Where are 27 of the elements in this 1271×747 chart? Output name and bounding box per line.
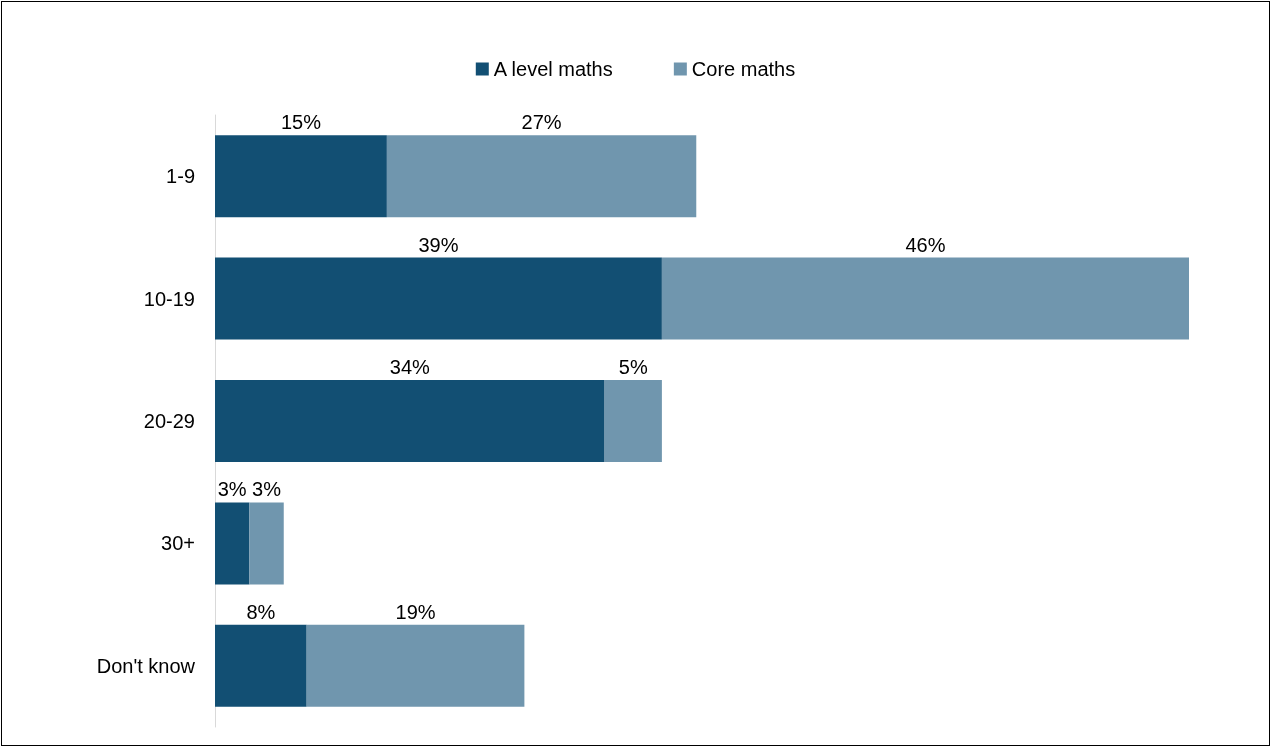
bar [215,624,307,707]
data-label: 8% [246,600,276,623]
bar [306,624,525,707]
data-label: 3% [217,478,247,501]
y-tick-label: 10-19 [143,287,195,310]
y-tick-label: 1-9 [166,165,195,188]
data-label: 15% [280,111,322,134]
data-label: 39% [418,233,459,256]
data-label: 5% [618,356,648,378]
data-label: 34% [389,356,431,378]
y-tick-label: 20-29 [143,410,195,432]
bar [249,502,284,585]
bar [215,380,605,462]
data-label: 3% [252,478,282,501]
legend-label: Core maths [691,58,796,80]
data-label: 27% [521,111,562,134]
bar [215,135,387,218]
data-label: 19% [395,600,436,623]
y-tick-label: 30+ [161,532,195,555]
bar [215,257,662,340]
data-label: 46% [905,233,946,256]
bar [604,380,662,462]
bar [661,257,1189,340]
bar [386,135,697,218]
y-tick-label: Don't know [96,654,196,677]
legend-label: A level maths [493,58,613,80]
bar [215,502,250,585]
